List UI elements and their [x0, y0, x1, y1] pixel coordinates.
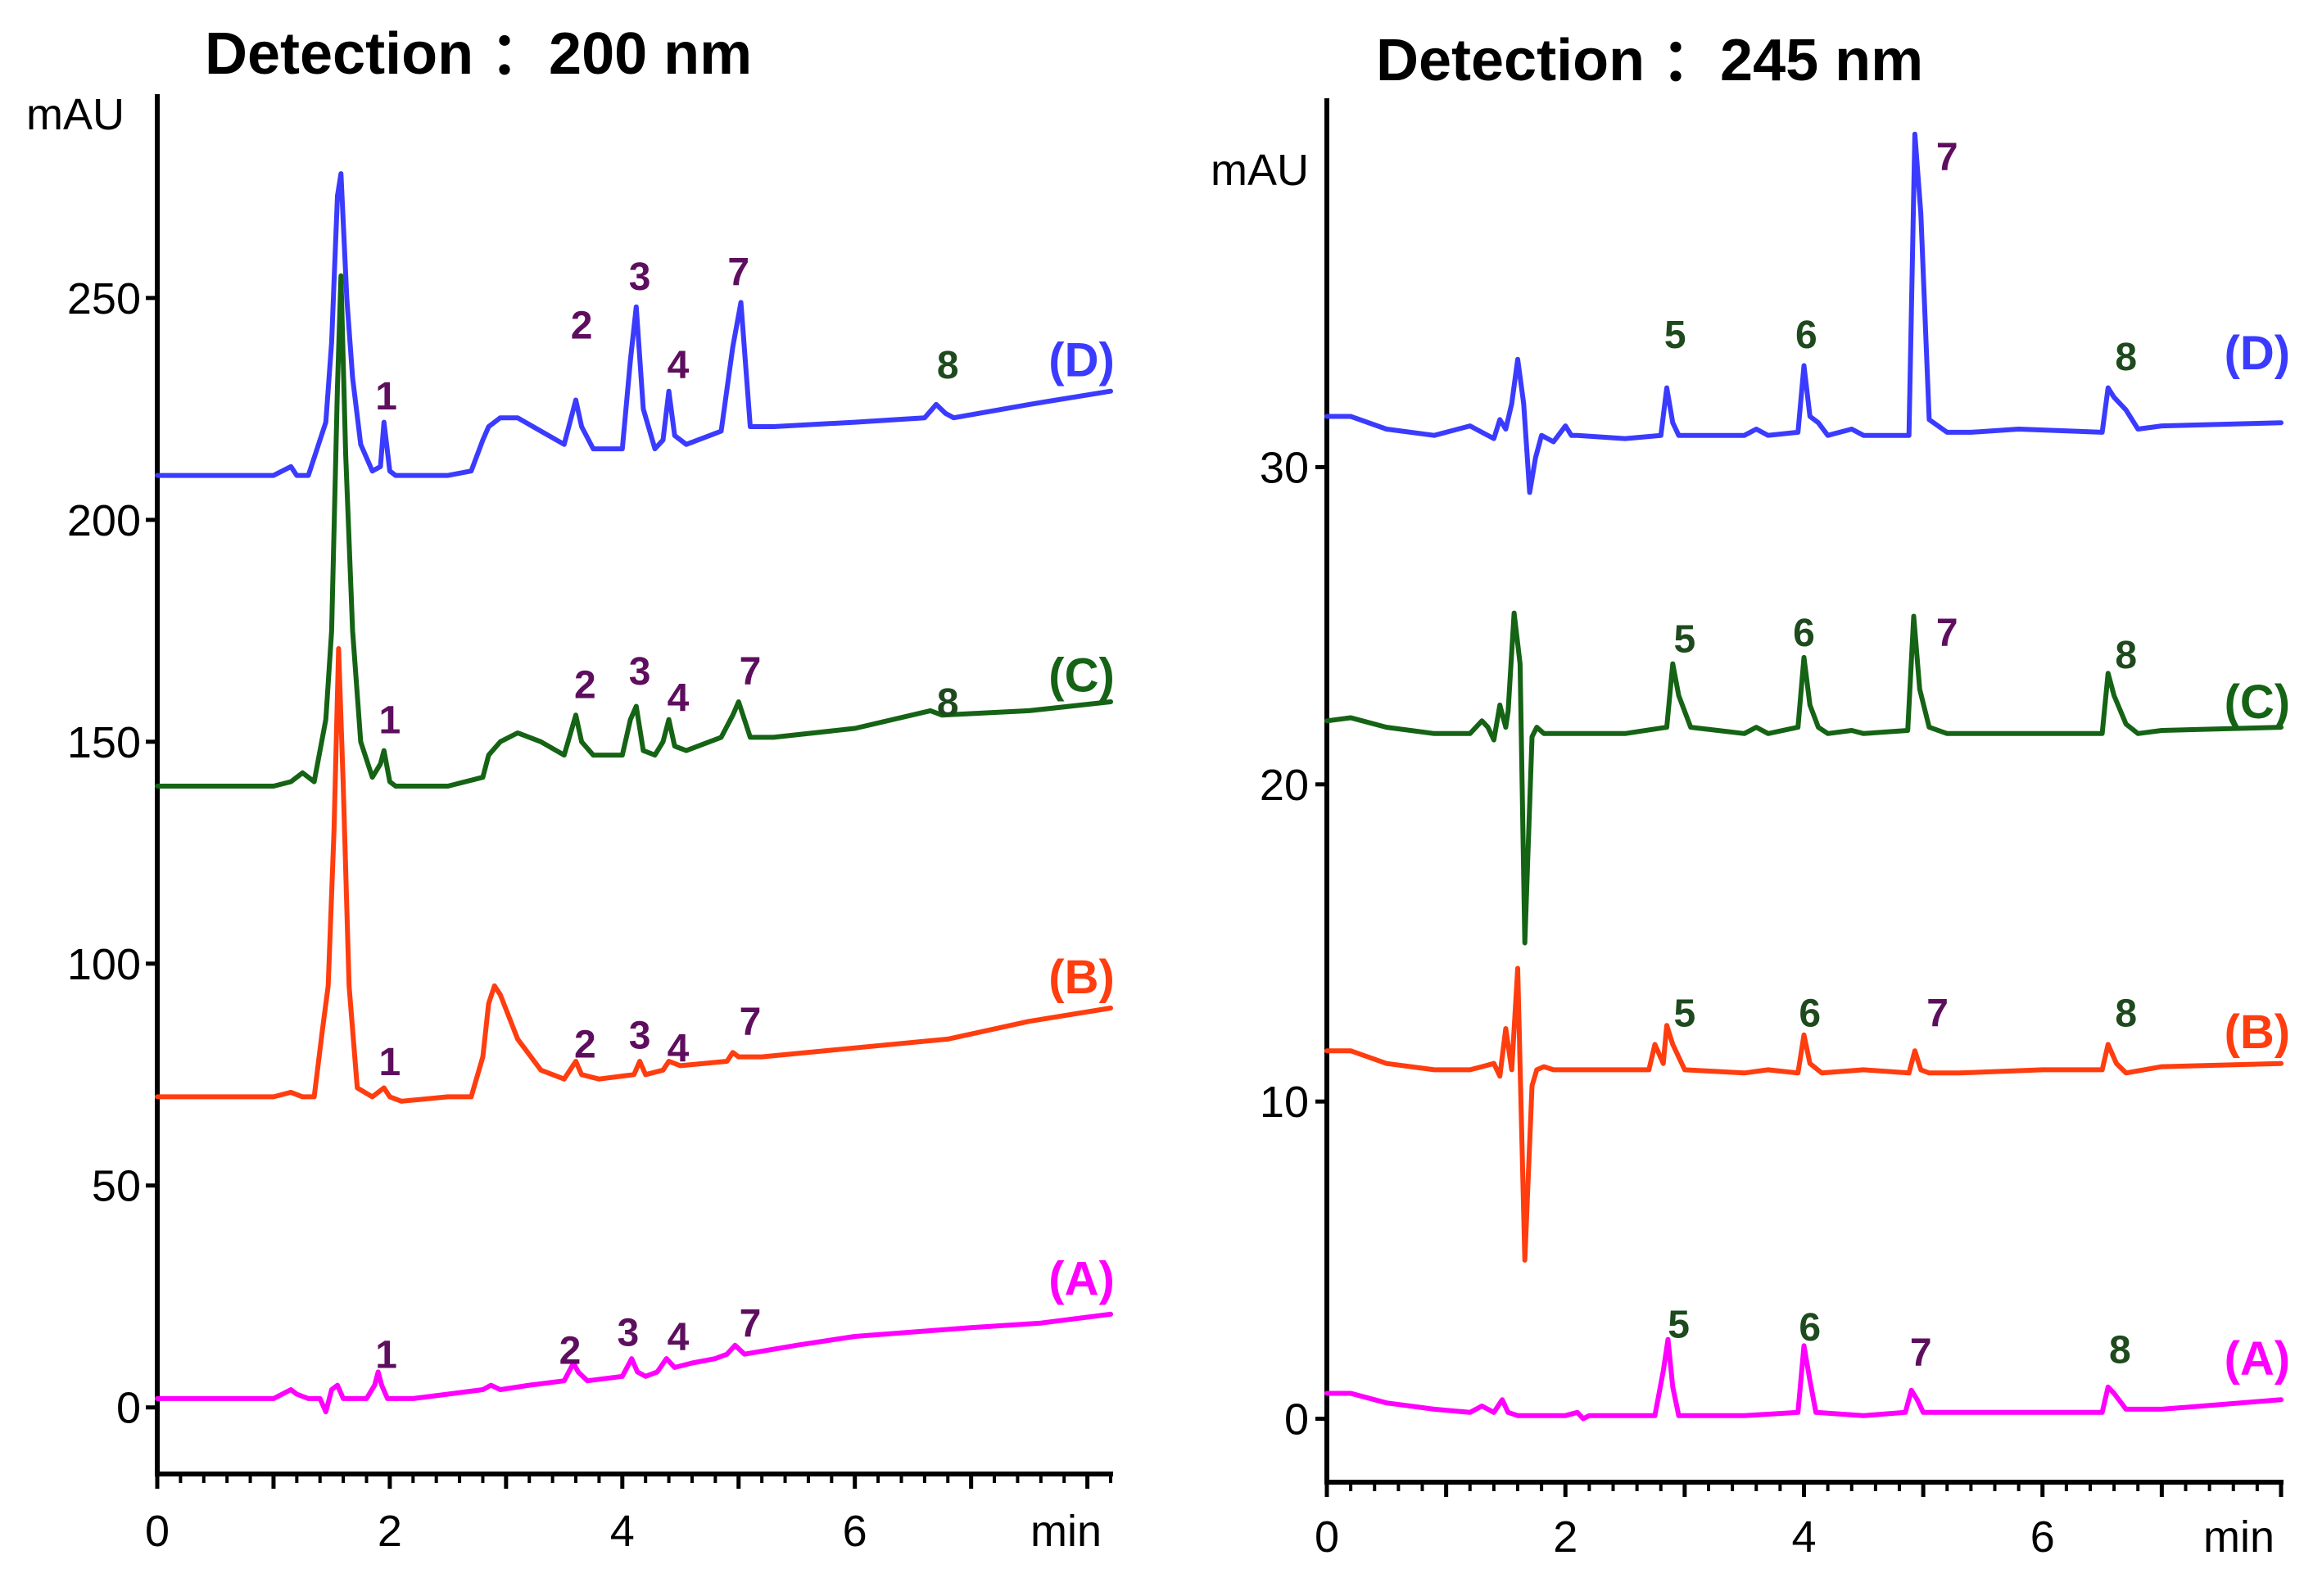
- peak-label: 8: [2115, 336, 2137, 379]
- x-tick-label: 6: [2030, 1512, 2055, 1562]
- y-tick-label: 250: [67, 274, 141, 323]
- x-tick-label: 4: [610, 1507, 635, 1556]
- y-axis-unit-label: mAU: [26, 90, 124, 139]
- trace-d: [1324, 131, 2284, 495]
- peak-label: 8: [2109, 1328, 2131, 1372]
- trace-d: [155, 171, 1113, 478]
- peak-label: 5: [1668, 1303, 1690, 1346]
- peak-label: 2: [574, 663, 596, 707]
- trace-label: (B): [1048, 951, 1115, 1004]
- peak-label: 7: [740, 650, 762, 694]
- x-axis-unit-label: min: [2203, 1512, 2275, 1562]
- trace-label: (D): [2225, 327, 2291, 380]
- peak-label: 7: [1926, 992, 1949, 1036]
- x-tick-label: 0: [1315, 1512, 1339, 1562]
- peak-label: 2: [559, 1329, 582, 1372]
- y-tick-label: 10: [1260, 1078, 1309, 1127]
- peak-label: 3: [629, 1014, 651, 1057]
- y-tick-label: 20: [1260, 761, 1309, 810]
- peak-label: 4: [668, 677, 690, 721]
- panel-245nm: Detection ：245 nm mAU 0 10 20 30 0 2 4 6 min (D) (C)…: [1211, 28, 2290, 1562]
- trace-label: (C): [1048, 649, 1115, 703]
- x-tick-label: 6: [843, 1507, 867, 1556]
- peak-label: 4: [668, 1028, 690, 1071]
- peak-label: 1: [375, 1334, 397, 1377]
- peak-label: 8: [2115, 992, 2137, 1036]
- peak-label: 8: [2115, 634, 2137, 677]
- peak-label: 7: [740, 1001, 762, 1044]
- peak-label: 2: [571, 304, 593, 347]
- trace-label: (D): [1048, 334, 1115, 387]
- peak-label: 5: [1674, 992, 1696, 1036]
- peak-label: 3: [629, 650, 651, 694]
- chart-title: Detection ：245 nm: [1376, 28, 1923, 93]
- peak-label: 1: [375, 375, 397, 418]
- peak-label: 1: [379, 699, 401, 743]
- peak-label: 4: [668, 1316, 690, 1359]
- trace-a: [1324, 1336, 2284, 1422]
- x-tick-label: 0: [145, 1507, 170, 1556]
- peak-label: 7: [740, 1303, 762, 1346]
- peak-label: 5: [1674, 618, 1696, 662]
- peak-label: 7: [727, 251, 749, 294]
- peak-label: 8: [937, 681, 959, 725]
- y-axis-unit-label: mAU: [1211, 146, 1309, 195]
- peak-label: 5: [1664, 314, 1686, 357]
- y-tick-label: 30: [1260, 443, 1309, 492]
- peak-label: 4: [668, 344, 690, 387]
- peak-label: 6: [1793, 612, 1815, 655]
- trace-b: [155, 646, 1113, 1104]
- trace-label: (C): [2225, 676, 2291, 729]
- peak-label: 7: [1936, 612, 1958, 655]
- y-tick-label: 0: [116, 1384, 141, 1433]
- y-tick-label: 100: [67, 940, 141, 989]
- y-tick-label: 200: [67, 496, 141, 545]
- peak-label: 6: [1795, 314, 1817, 357]
- trace-label: (B): [2225, 1006, 2291, 1059]
- trace-a: [155, 1311, 1113, 1415]
- x-tick-label: 4: [1791, 1512, 1816, 1562]
- chart-title: Detection ：200 nm: [205, 21, 752, 87]
- peak-label: 6: [1799, 992, 1821, 1036]
- peak-label: 3: [629, 255, 651, 299]
- x-tick-label: 2: [1553, 1512, 1577, 1562]
- x-tick-label: 2: [378, 1507, 402, 1556]
- trace-b: [1324, 965, 2284, 1263]
- peak-label: 2: [574, 1023, 596, 1066]
- peak-label: 7: [1936, 136, 1958, 179]
- trace-label: (A): [2225, 1332, 2291, 1386]
- y-tick-label: 150: [67, 718, 141, 767]
- trace-c: [155, 273, 1113, 789]
- panel-200nm: Detection ：200 nm mAU 0 50 100 150 200 250 0 2 4 6 m…: [26, 21, 1115, 1556]
- peak-label: 6: [1799, 1306, 1821, 1350]
- y-tick-label: 50: [92, 1162, 141, 1211]
- peak-label: 7: [1910, 1332, 1932, 1375]
- peak-label: 8: [937, 344, 959, 387]
- trace-label: (A): [1048, 1253, 1115, 1306]
- y-tick-label: 0: [1284, 1395, 1309, 1445]
- peak-label: 1: [379, 1041, 401, 1084]
- x-axis-unit-label: min: [1030, 1507, 1102, 1556]
- peak-label: 3: [618, 1312, 640, 1355]
- trace-c: [1324, 610, 2284, 946]
